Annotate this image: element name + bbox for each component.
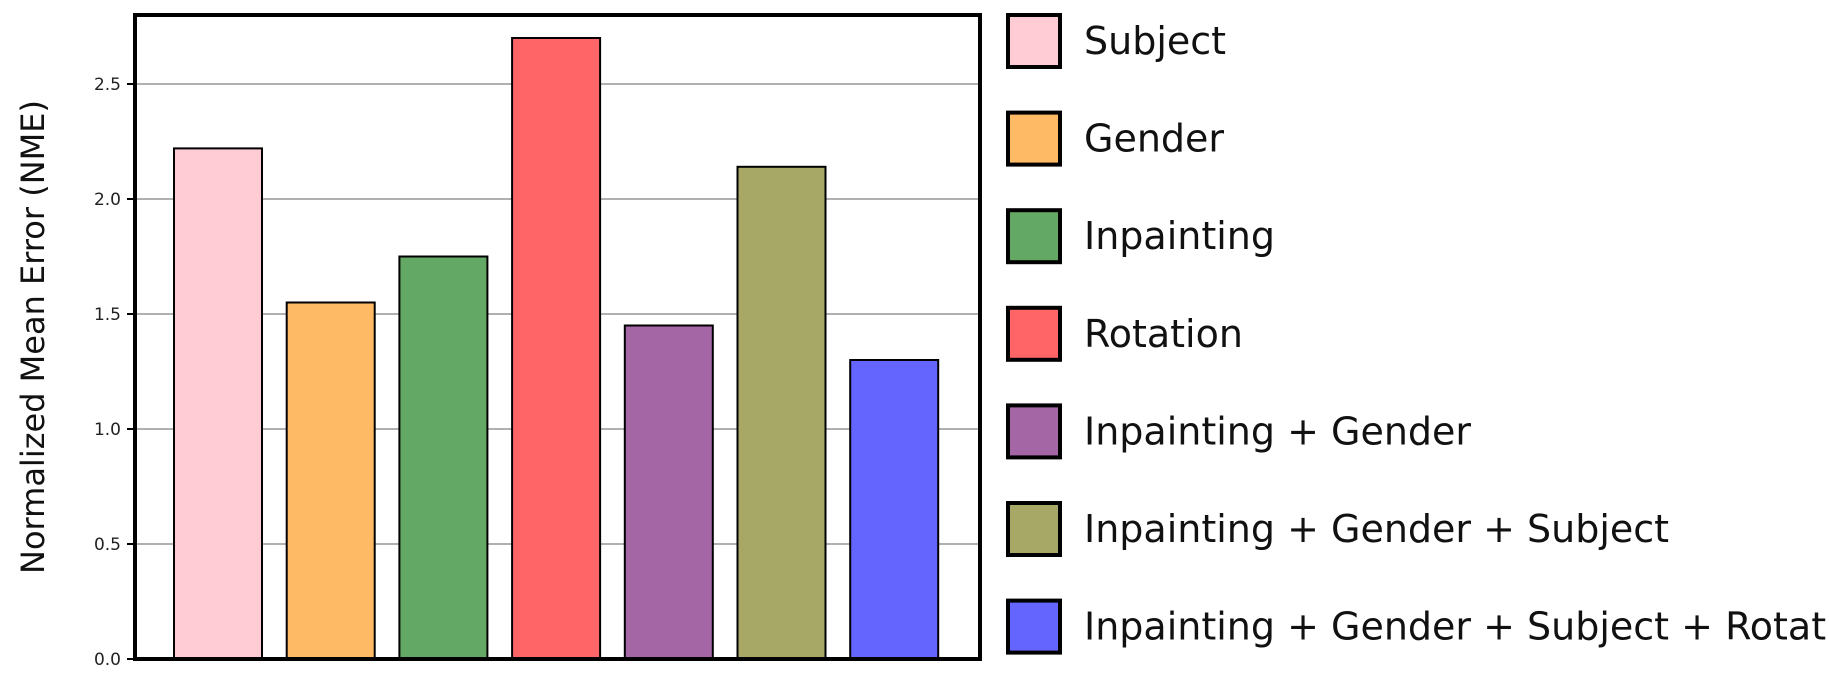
legend-label: Subject [1084,19,1226,63]
bar-1 [173,147,263,660]
legend-swatch [1006,598,1062,655]
legend-label: Inpainting + Gender [1084,409,1471,453]
y-tick-label: 1.0 [94,420,121,440]
legend-label: Inpainting [1084,214,1275,258]
y-tick-label: 2.0 [94,190,121,210]
legend-swatch [1006,110,1062,167]
plot-frame [133,13,982,661]
y-axis-label: Normalized Mean Error (NME) [14,100,52,574]
bar-2 [285,301,376,660]
y-axis-ticks: 0.0 0.5 1.0 1.5 2.0 2.5 [94,75,135,670]
legend-swatch [1006,13,1062,69]
legend-swatch [1006,403,1062,460]
legend-label: Rotation [1084,312,1243,356]
legend-swatch [1006,305,1062,362]
y-tick-label: 2.5 [94,75,121,95]
bars [173,37,940,661]
legend-label: Inpainting + Gender + Subject + Rotation [1084,605,1829,649]
bar-3 [398,255,489,660]
bar-6 [736,165,827,661]
y-tick-label: 0.0 [94,650,121,670]
y-tick-label: 0.5 [94,535,121,555]
bar-4 [511,37,602,660]
legend-swatch [1006,501,1062,557]
legend: Subject Gender Inpainting Rotation Inpaintin… [1006,13,1829,655]
legend-label: Gender [1084,117,1224,161]
bar-5 [623,324,714,660]
legend-swatch [1006,208,1062,265]
legend-label: Inpainting + Gender + Subject [1084,507,1669,551]
bar-7 [849,359,940,660]
y-tick-label: 1.5 [94,305,121,325]
